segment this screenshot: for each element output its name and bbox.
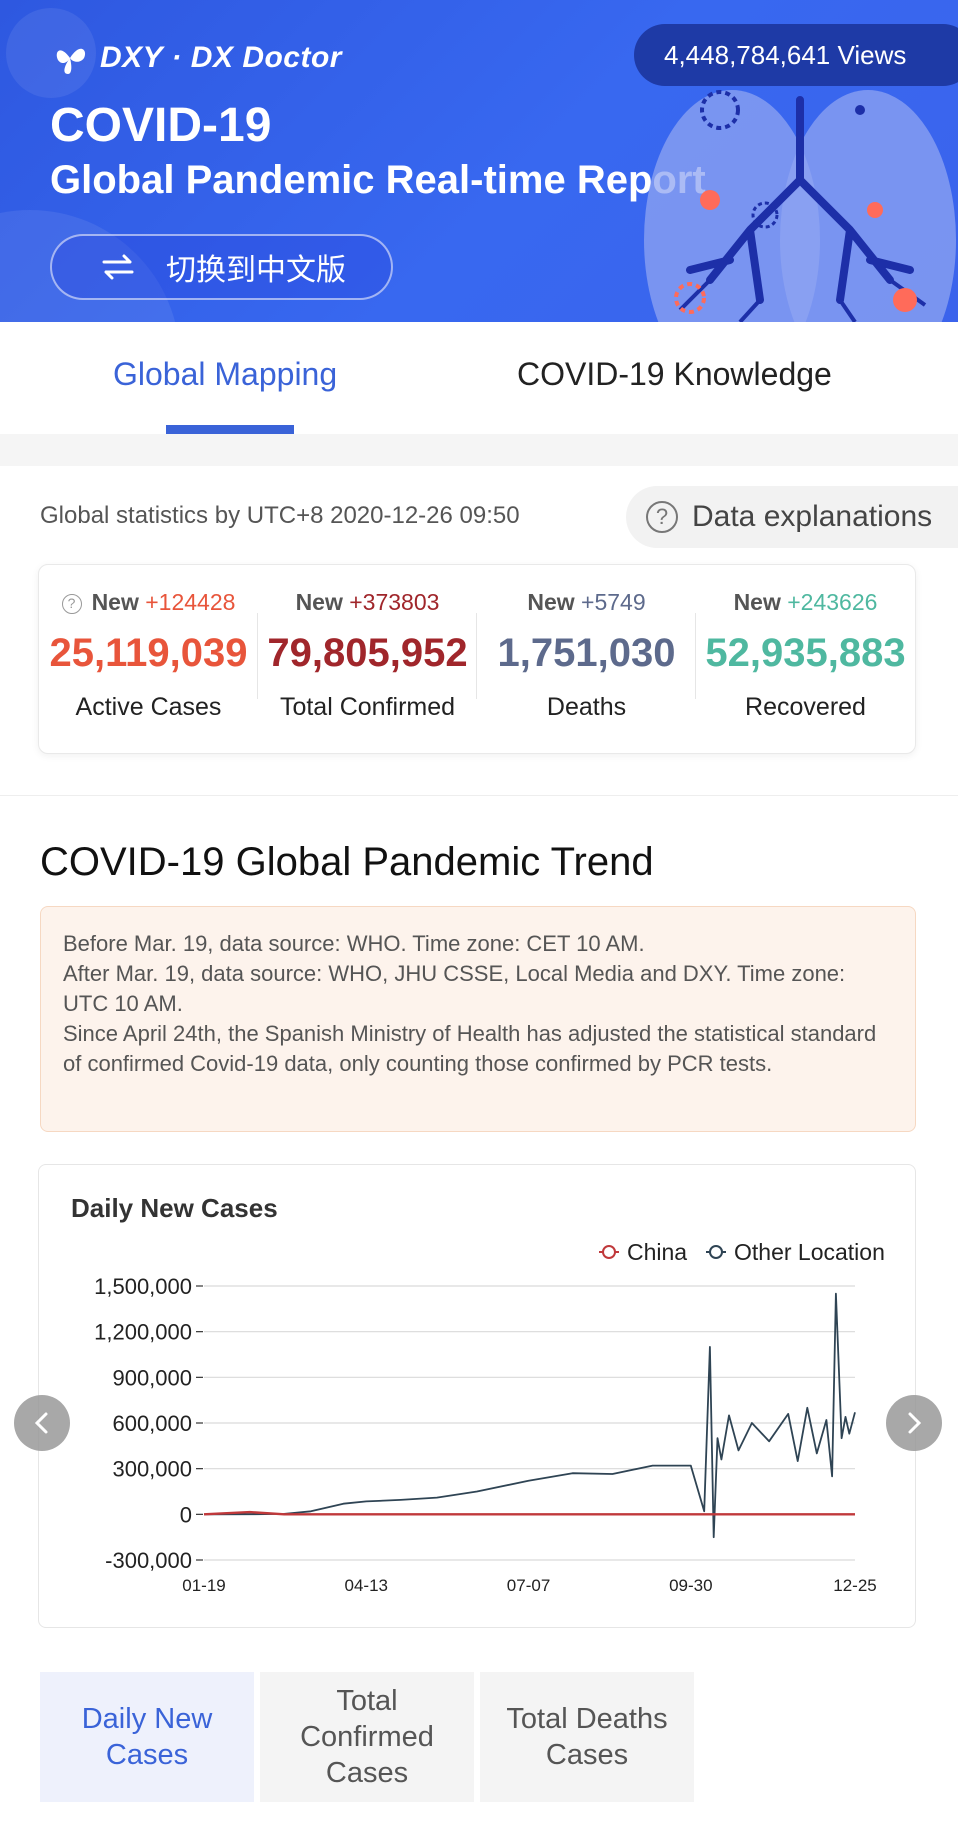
trend-title: COVID-19 Global Pandemic Trend: [40, 840, 654, 884]
stat-delta: +373803: [349, 589, 440, 615]
x-tick-label: 04-13: [345, 1576, 388, 1595]
y-tick-label: 600,000: [112, 1411, 192, 1436]
tab-covid-knowledge[interactable]: COVID-19 Knowledge: [517, 356, 832, 392]
tab-total-deaths-cases[interactable]: Total Deaths Cases: [480, 1672, 694, 1802]
help-icon: ?: [646, 501, 678, 533]
stat-new: New +243626: [696, 589, 915, 616]
logo-icon: [56, 48, 86, 74]
data-explanations-label: Data explanations: [692, 500, 933, 533]
chart-title: Daily New Cases: [71, 1193, 278, 1223]
y-tick-label: -300,000: [105, 1548, 192, 1573]
legend-label: Other Location: [734, 1239, 885, 1265]
legend-item[interactable]: China: [599, 1239, 687, 1265]
stat-label: Active Cases: [75, 693, 222, 721]
new-label: New: [733, 589, 781, 615]
lungs-illustration: [644, 90, 956, 322]
help-icon[interactable]: ?: [61, 594, 82, 614]
stat-delta: +5749: [581, 589, 646, 615]
legend-marker: [709, 1245, 723, 1259]
x-tick-label: 12-25: [833, 1576, 876, 1595]
stat-label: Recovered: [745, 693, 866, 721]
new-label: New: [91, 589, 139, 615]
swap-icon: [102, 254, 134, 280]
stat-deaths: New +5749 1,751,030 Deaths: [477, 565, 696, 755]
stat-active-cases: ? New +124428 25,119,039 Active Cases: [39, 565, 258, 755]
stat-value: 1,751,030: [497, 631, 676, 675]
stat-label: Deaths: [546, 693, 627, 721]
dxy-logo[interactable]: DXY · DX Doctor: [50, 38, 342, 78]
data-explanations-button[interactable]: ? Data explanations: [626, 486, 958, 548]
stat-total-confirmed: New +373803 79,805,952 Total Confirmed: [258, 565, 477, 755]
notice-line: After Mar. 19, data source: WHO, JHU CSS…: [63, 961, 846, 1016]
main-tabs: Global Mapping COVID-19 Knowledge: [0, 322, 958, 434]
logo-text: DXY · DX Doctor: [100, 41, 342, 74]
x-tick-label: 01-19: [182, 1576, 225, 1595]
x-tick-label: 09-30: [669, 1576, 712, 1595]
stats-card: ? New +124428 25,119,039 Active Cases New…: [38, 564, 916, 754]
stat-value: 25,119,039: [49, 631, 248, 675]
y-tick-label: 1,500,000: [94, 1274, 192, 1299]
stat-separator: [695, 613, 696, 699]
header-banner: DXY · DX Doctor COVID-19 Global Pandemic…: [0, 0, 958, 322]
stat-delta: +243626: [787, 589, 878, 615]
tab-total-confirmed-cases[interactable]: Total Confirmed Cases: [260, 1672, 474, 1802]
stat-label: Total Confirmed: [279, 693, 456, 721]
new-label: New: [527, 589, 575, 615]
chevron-left-icon: [34, 1412, 48, 1434]
y-tick-label: 900,000: [112, 1365, 192, 1390]
y-tick-label: 300,000: [112, 1457, 192, 1482]
stat-value: 52,935,883: [705, 631, 906, 675]
banner-subtitle: Global Pandemic Real-time Report: [50, 158, 706, 202]
x-tick-label: 07-07: [507, 1576, 550, 1595]
notice-line: Before Mar. 19, data source: WHO. Time z…: [63, 931, 645, 956]
daily-new-cases-chart: Daily New Cases -300,000 0 300,000 600,000 90…: [38, 1164, 916, 1628]
legend-marker: [602, 1245, 616, 1259]
notice-line: Since April 24th, the Spanish Ministry o…: [63, 1021, 877, 1076]
data-source-notice: Before Mar. 19, data source: WHO. Time z…: [40, 906, 916, 1132]
stat-new: New +5749: [477, 589, 696, 616]
legend-label: China: [627, 1239, 687, 1265]
legend-item[interactable]: Other Location: [706, 1239, 885, 1265]
views-counter: 4,448,784,641 Views: [634, 24, 958, 86]
series-line-china: [203, 1510, 855, 1516]
stat-separator: [476, 613, 477, 699]
stat-new: New +373803: [258, 589, 477, 616]
section-divider: [0, 795, 958, 796]
chart-svg: Daily New Cases -300,000 0 300,000 600,000 90…: [71, 1193, 885, 1595]
tab-global-mapping[interactable]: Global Mapping: [113, 356, 338, 392]
new-label: New: [295, 589, 343, 615]
next-chart-button[interactable]: [886, 1395, 942, 1451]
stats-timestamp: Global statistics by UTC+8 2020-12-26 09…: [40, 502, 520, 529]
stat-separator: [257, 613, 258, 699]
banner-title: COVID-19: [50, 99, 272, 152]
switch-language-label: 切换到中文版: [166, 254, 346, 287]
switch-language-button[interactable]: 切换到中文版: [50, 234, 393, 300]
y-tick-label: 0: [180, 1502, 192, 1527]
stat-value: 79,805,952: [267, 631, 468, 675]
stat-delta: +124428: [145, 589, 236, 615]
series-line-other-location: [203, 1292, 856, 1539]
y-tick-label: 1,200,000: [94, 1320, 192, 1345]
stat-new: ? New +124428: [39, 589, 258, 616]
active-tab-indicator: [166, 425, 294, 434]
tab-daily-new-cases[interactable]: Daily New Cases: [40, 1672, 254, 1802]
stat-recovered: New +243626 52,935,883 Recovered: [696, 565, 915, 755]
prev-chart-button[interactable]: [14, 1395, 70, 1451]
section-gap: [0, 434, 958, 466]
chevron-right-icon: [908, 1412, 922, 1434]
